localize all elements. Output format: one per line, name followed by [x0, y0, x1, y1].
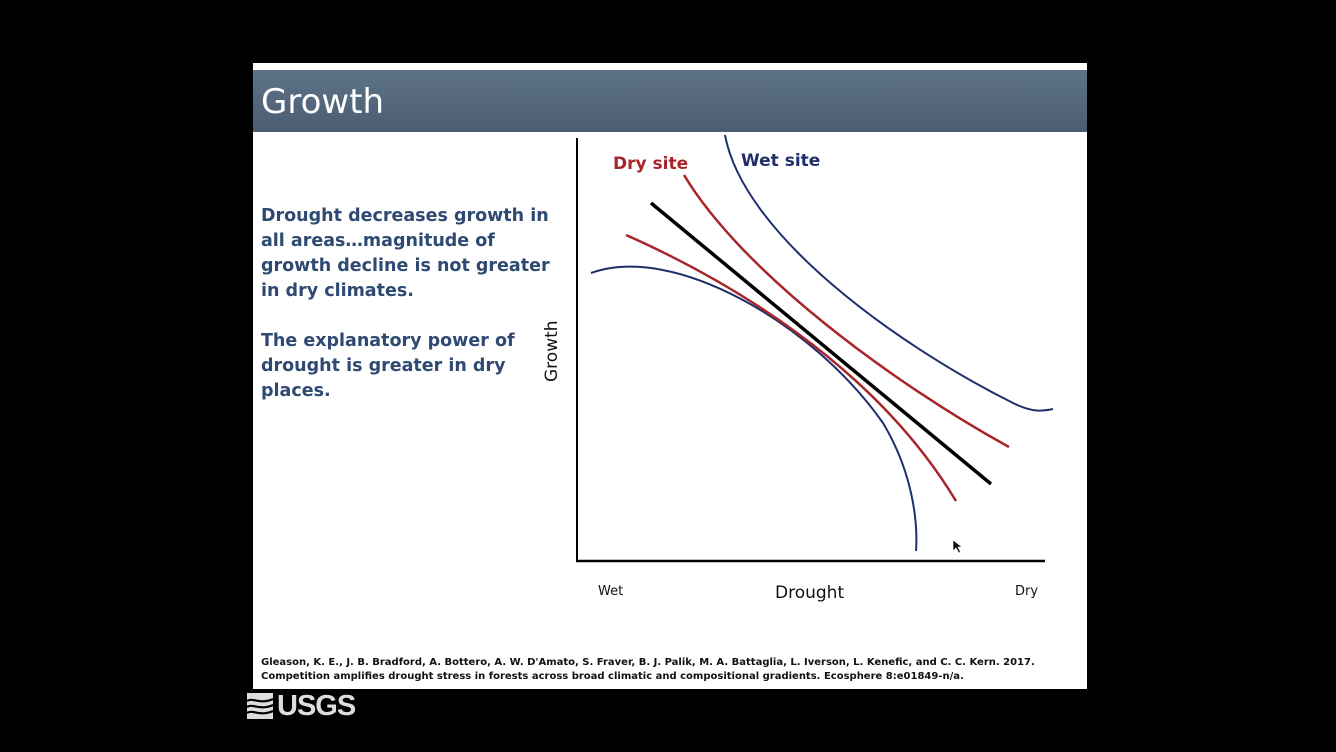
title-bar: Growth	[253, 70, 1087, 132]
dry-site-upper-curve	[682, 174, 1010, 449]
x-dry-label: Dry	[1015, 584, 1038, 599]
x-wet-label: Wet	[598, 584, 623, 599]
paragraph-growth-decline: Drought decreases growth in all areas…ma…	[261, 206, 550, 301]
citation: Gleason, K. E., J. B. Bradford, A. Botte…	[261, 657, 1035, 682]
wet-site-upper-curve	[724, 134, 1054, 412]
paragraph-explanatory-power: The explanatory power of drought is grea…	[261, 331, 515, 401]
y-axis-label: Growth	[542, 320, 562, 382]
dry-site-label: Dry site	[613, 154, 688, 174]
x-axis-label: Drought	[775, 583, 844, 603]
slide-title: Growth	[261, 82, 385, 122]
wet-site-lower-curve	[590, 265, 918, 552]
trend-line	[649, 201, 993, 486]
mouse-cursor-icon	[952, 539, 963, 554]
usgs-logo: USGS	[247, 689, 356, 722]
slide: Growth Drought decreases growth in all a…	[253, 63, 1087, 689]
drought-growth-diagram: Dry site Wet site Growth Drought Wet Dry	[542, 134, 1054, 603]
dry-site-lower-curve	[625, 233, 958, 502]
wet-site-label: Wet site	[741, 151, 820, 171]
usgs-wave-icon	[247, 693, 273, 719]
usgs-logo-text: USGS	[277, 689, 356, 722]
